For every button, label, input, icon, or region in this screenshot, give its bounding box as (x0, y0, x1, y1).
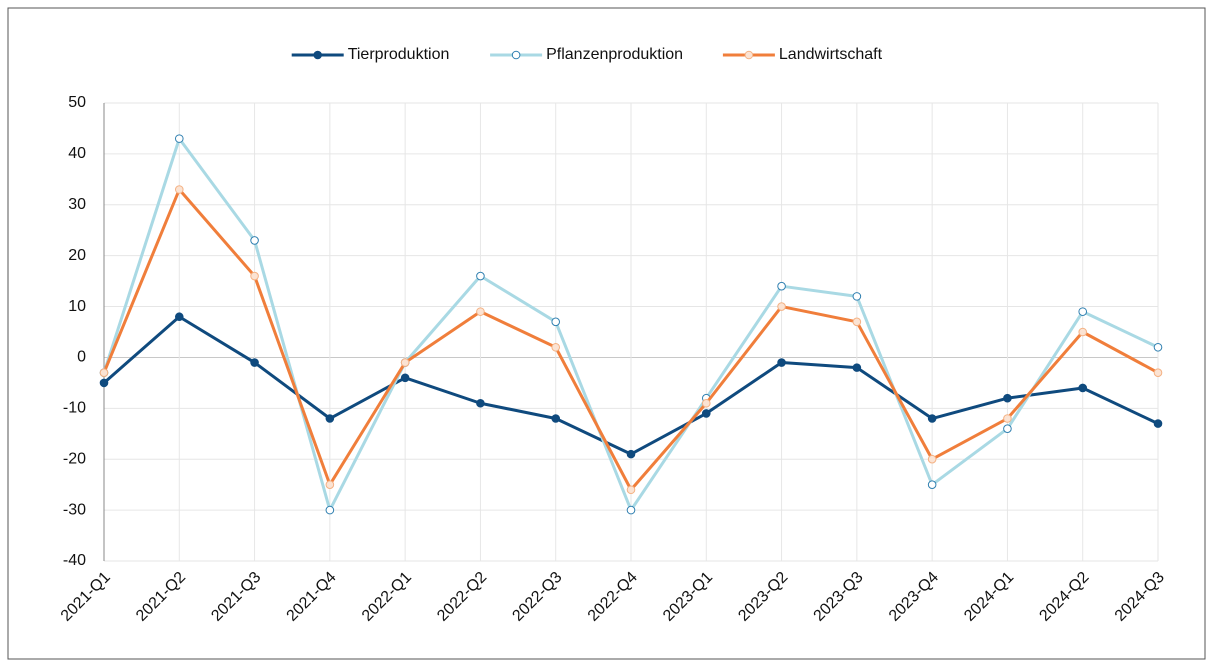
legend-label: Tierproduktion (348, 46, 450, 63)
point (927, 414, 937, 423)
point (250, 236, 259, 245)
point (701, 398, 711, 408)
point (1153, 368, 1163, 378)
point (476, 271, 485, 281)
point (476, 307, 485, 316)
point (250, 271, 259, 281)
point (174, 312, 184, 322)
legend-marker (313, 50, 323, 60)
legend-label: Landwirtschaft (779, 46, 883, 63)
point (325, 505, 335, 515)
point (174, 134, 184, 143)
point (551, 342, 561, 352)
point (1153, 342, 1163, 352)
point (250, 358, 259, 367)
point (1078, 327, 1088, 337)
point (626, 485, 636, 495)
point (476, 398, 485, 408)
y-tick-label: 40 (68, 145, 86, 162)
point (174, 185, 184, 194)
point (626, 505, 636, 515)
lines (99, 134, 1163, 515)
point (852, 317, 862, 327)
y-tick-label: 20 (68, 247, 86, 264)
point (626, 449, 636, 459)
point (852, 363, 862, 372)
y-tick-label: -40 (63, 552, 86, 569)
point (1003, 424, 1012, 433)
point (927, 454, 937, 464)
point (400, 358, 410, 367)
y-tick-label: -10 (63, 400, 86, 417)
legend-marker (511, 50, 521, 60)
point (551, 414, 561, 423)
point (777, 302, 786, 311)
point (400, 373, 410, 383)
legend-marker (744, 50, 754, 60)
y-tick-label: -30 (63, 501, 86, 518)
point (325, 414, 335, 423)
point (927, 480, 937, 489)
point (99, 378, 109, 388)
legend-label: Pflanzenproduktion (546, 46, 683, 63)
point (1153, 419, 1163, 428)
y-tick-label: 10 (68, 298, 86, 315)
y-tick-label: -20 (63, 450, 86, 467)
point (551, 317, 561, 327)
point (1003, 393, 1012, 403)
point (1078, 307, 1088, 316)
point (1003, 414, 1012, 423)
point (701, 409, 711, 418)
point (852, 292, 862, 301)
grid (103, 102, 1159, 562)
y-tick-label: 30 (68, 196, 86, 213)
point (99, 368, 109, 378)
y-tick-label: 50 (68, 94, 86, 111)
y-tick-label: 0 (77, 349, 86, 366)
point (777, 281, 786, 291)
point (1078, 383, 1088, 393)
point (325, 480, 335, 489)
point (777, 358, 786, 367)
